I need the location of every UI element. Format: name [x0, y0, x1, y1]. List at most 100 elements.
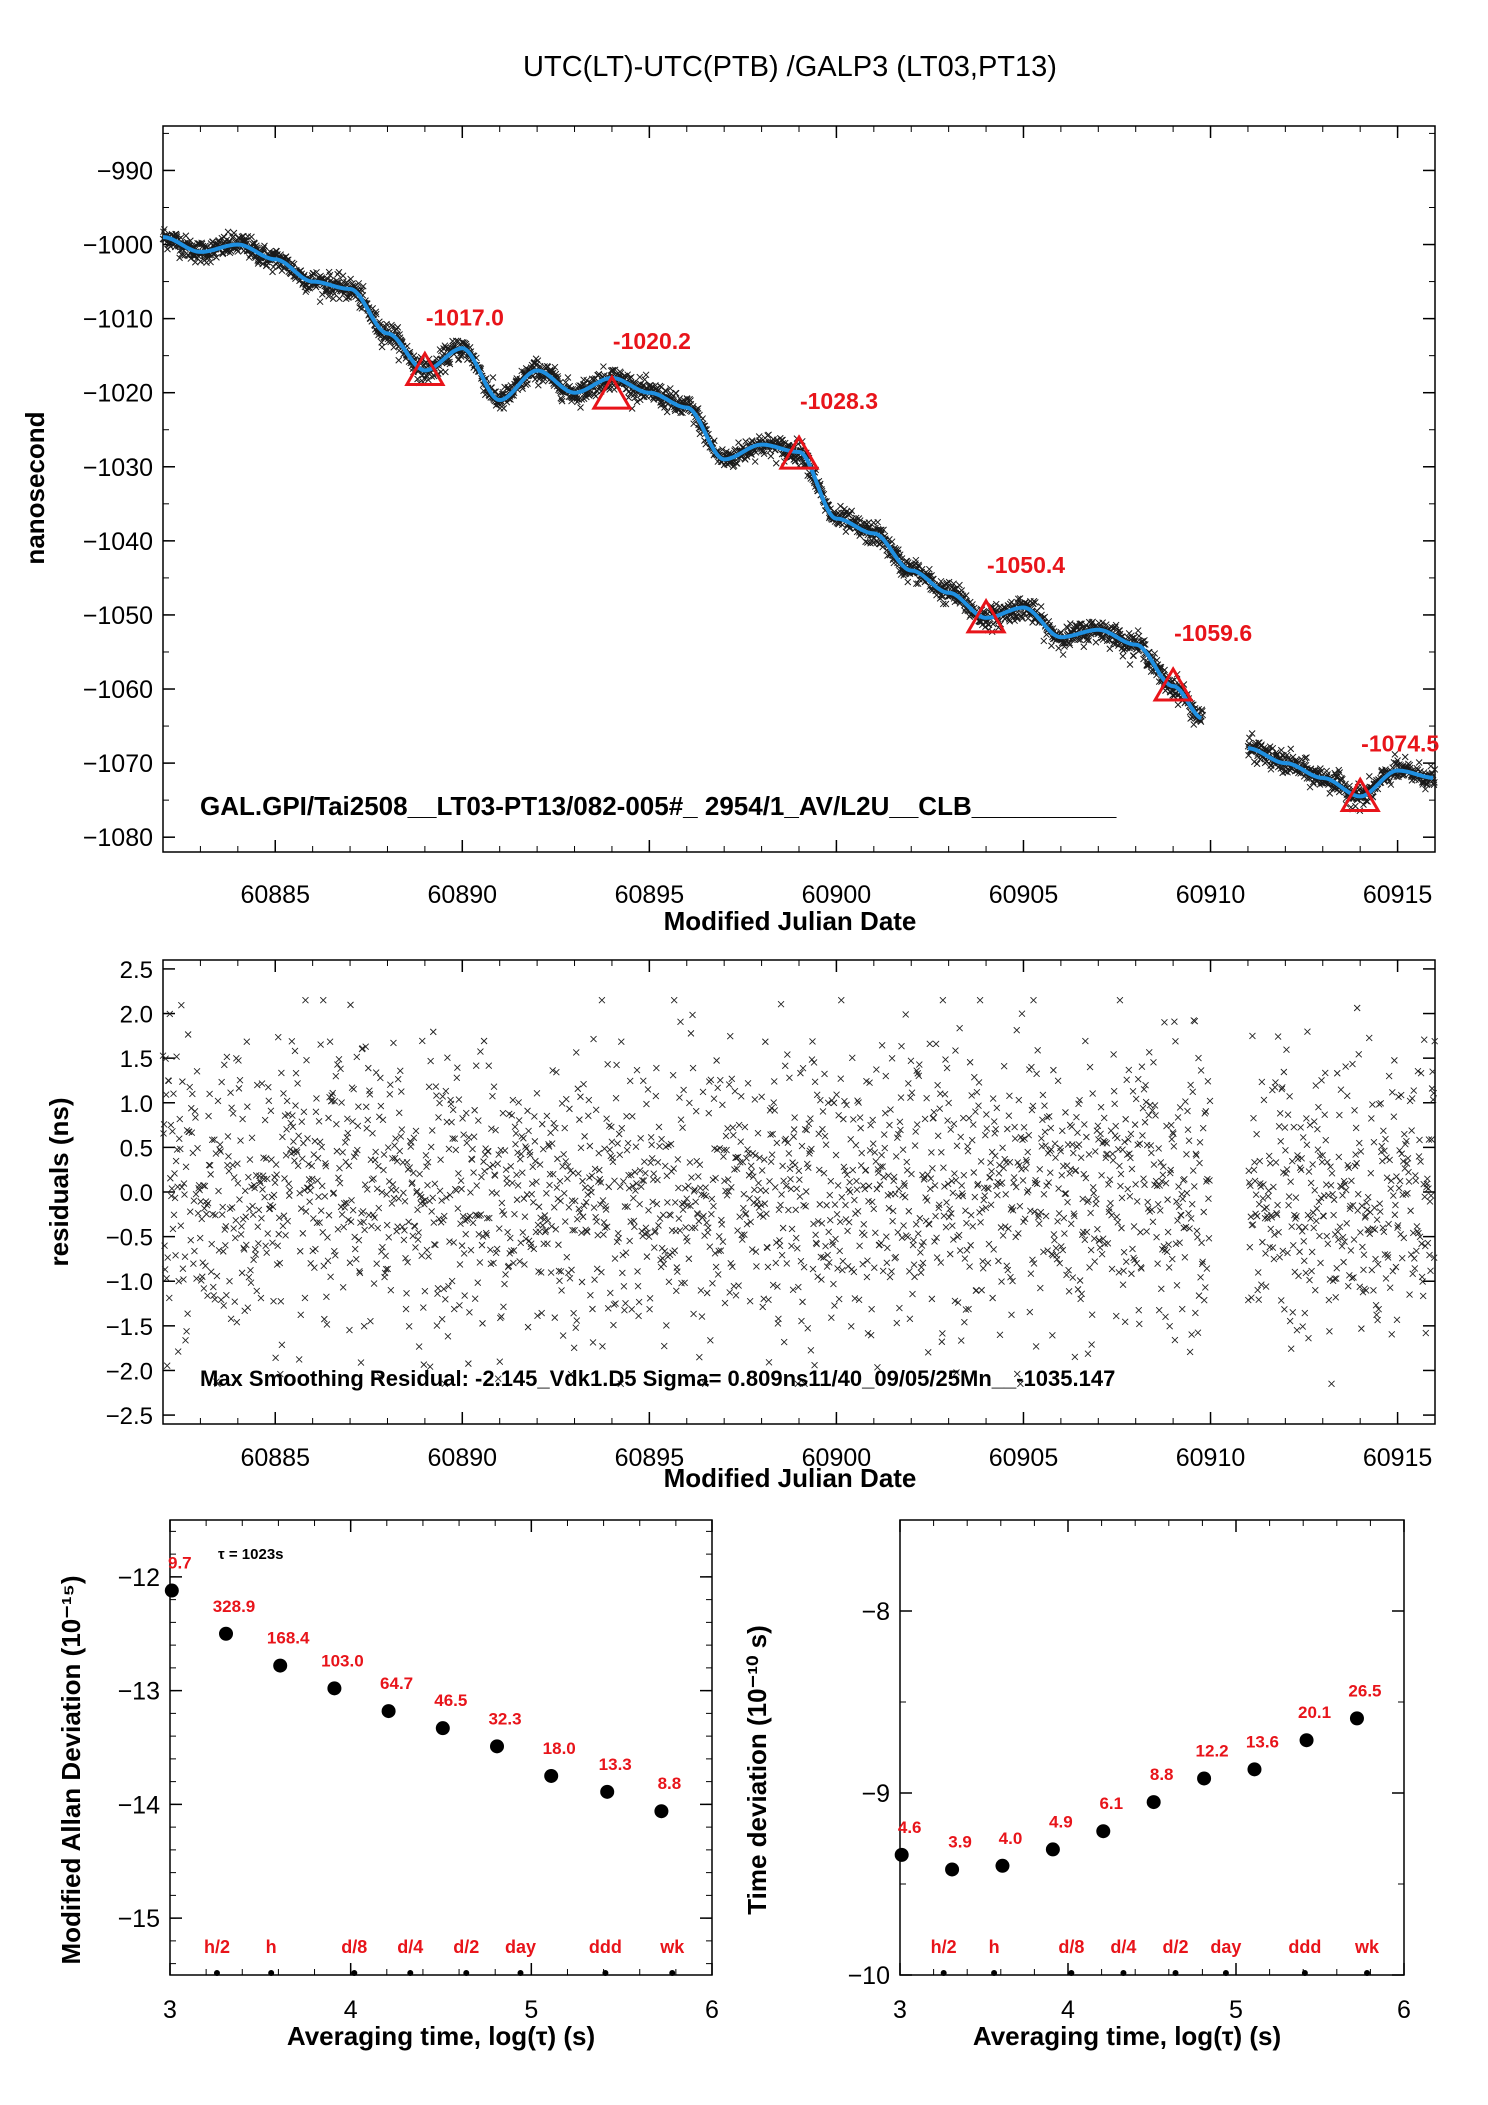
residual-point — [897, 1094, 905, 1101]
residual-point — [565, 1203, 573, 1211]
residual-point — [568, 1197, 576, 1204]
residual-point — [744, 1146, 751, 1153]
residual-point — [220, 1061, 228, 1069]
residual-point — [986, 1173, 994, 1181]
residual-point — [354, 1122, 362, 1130]
residual-point — [500, 1303, 507, 1311]
residual-point — [885, 1204, 893, 1212]
residual-point — [330, 1247, 338, 1255]
residual-point — [1036, 1284, 1044, 1292]
data-point — [534, 381, 542, 389]
residual-point — [204, 1292, 211, 1300]
residual-point — [458, 1185, 465, 1193]
residual-point — [352, 1255, 360, 1263]
residual-point — [770, 1099, 778, 1106]
residual-point — [790, 1133, 797, 1140]
residual-point — [412, 1244, 419, 1251]
residual-point — [664, 1199, 671, 1206]
residual-point — [291, 1047, 299, 1055]
residual-point — [670, 996, 678, 1004]
residual-point — [674, 1156, 682, 1163]
residual-point — [513, 1196, 521, 1204]
residual-point — [345, 1162, 353, 1170]
residual-point — [192, 1114, 199, 1121]
residual-point — [233, 1318, 241, 1326]
residual-point — [521, 1213, 529, 1220]
residual-point — [386, 1091, 394, 1098]
residual-point — [474, 1117, 482, 1124]
residual-point — [626, 1077, 634, 1085]
residual-point — [245, 1273, 253, 1281]
residual-point — [559, 1332, 567, 1339]
residual-point — [487, 1246, 494, 1254]
residual-point — [1144, 1198, 1151, 1206]
residual-point — [626, 1237, 633, 1245]
residual-point — [771, 1183, 779, 1191]
residual-point — [538, 1120, 546, 1128]
residual-point — [435, 1215, 443, 1223]
residual-point — [1182, 1098, 1189, 1105]
residual-point — [747, 1162, 755, 1170]
residual-point — [647, 1159, 654, 1167]
residual-point — [281, 1175, 288, 1182]
residual-point — [1131, 1256, 1138, 1264]
residual-point — [702, 1192, 710, 1200]
residual-point — [1041, 1128, 1049, 1136]
residual-point — [647, 1134, 655, 1141]
residual-point — [636, 1200, 643, 1208]
residual-point — [703, 1289, 711, 1297]
residual-point — [767, 1158, 775, 1166]
residual-point — [688, 1174, 695, 1181]
residual-point — [856, 1242, 863, 1250]
residual-point — [202, 1262, 209, 1270]
residual-point — [1156, 1207, 1164, 1214]
residual-point — [1074, 1286, 1082, 1293]
residual-point — [842, 1201, 849, 1209]
residual-point — [1080, 1121, 1088, 1128]
residuals-y-tick-label: −2.0 — [106, 1358, 153, 1385]
residual-point — [790, 1126, 798, 1133]
residual-point — [658, 1135, 665, 1143]
residual-point — [515, 1117, 523, 1124]
residual-point — [484, 1148, 492, 1155]
residual-point — [1064, 1198, 1071, 1206]
residual-point — [839, 1266, 846, 1274]
residual-point — [728, 1075, 736, 1083]
residual-point — [930, 1114, 937, 1122]
residual-point — [258, 1080, 266, 1087]
residual-point — [643, 1100, 650, 1108]
residual-point — [669, 1071, 677, 1079]
residual-point — [880, 1173, 888, 1181]
residual-point — [323, 1293, 330, 1301]
residual-point — [525, 1127, 532, 1135]
residual-point — [1118, 1224, 1125, 1232]
residual-point — [965, 1114, 973, 1122]
residual-point — [433, 1322, 441, 1329]
residual-point — [263, 1249, 271, 1257]
residuals-chart: 60885 60890 60895 60900 60905 60910 609152.52.… — [106, 957, 1439, 1472]
residual-point — [1050, 1066, 1057, 1074]
residual-point — [941, 1183, 948, 1190]
residual-point — [906, 1315, 914, 1323]
residual-point — [1086, 1264, 1093, 1271]
data-point — [442, 368, 449, 376]
residual-point — [614, 1140, 621, 1147]
residual-point — [832, 1151, 840, 1159]
residual-point — [441, 1295, 449, 1303]
residual-point — [169, 1128, 176, 1135]
residual-point — [507, 1163, 515, 1170]
residual-point — [1020, 1124, 1028, 1131]
residual-point — [310, 1215, 317, 1222]
residual-point — [711, 1250, 719, 1257]
residual-point — [1177, 1212, 1185, 1219]
residual-point — [814, 1273, 822, 1281]
residual-point — [696, 1353, 703, 1361]
residual-point — [942, 1056, 949, 1063]
residual-point — [611, 1255, 619, 1262]
residual-point — [234, 1179, 242, 1187]
residual-point — [364, 1064, 372, 1072]
residual-point — [689, 1011, 696, 1019]
residual-point — [338, 1211, 346, 1218]
residual-point — [1011, 1135, 1019, 1142]
residual-point — [343, 1134, 351, 1141]
